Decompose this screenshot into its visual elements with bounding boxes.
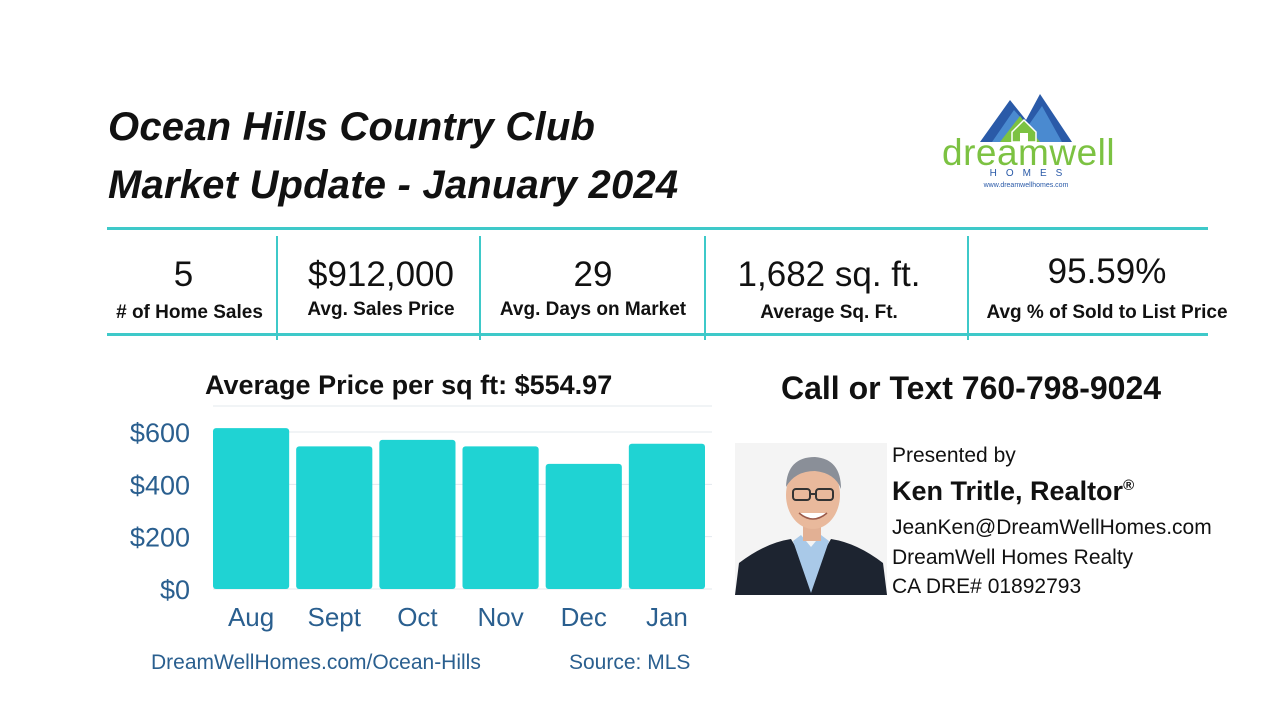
source-note: Source: MLS (569, 651, 691, 674)
website-link[interactable]: DreamWellHomes.com/Ocean-Hills (151, 651, 481, 674)
bar-dec (545, 463, 622, 589)
title-line-1: Ocean Hills Country Club (108, 105, 596, 149)
bar-sept (296, 446, 373, 589)
stat-divider (479, 236, 481, 340)
stat-divider (967, 236, 969, 340)
x-tick-label: Oct (397, 602, 438, 632)
agent-license: CA DRE# 01892793 (892, 575, 1082, 598)
agent-name-text: Ken Tritle, Realtor (892, 476, 1124, 506)
x-tick-label: Dec (561, 602, 607, 632)
chart-title: Average Price per sq ft: $554.97 (205, 370, 613, 400)
presented-by: Presented by (892, 444, 1016, 467)
x-tick-label: Aug (228, 602, 274, 632)
stat-label: # of Home Sales (116, 302, 263, 323)
bar-nov (462, 446, 539, 589)
stat-label: Avg. Days on Market (499, 299, 687, 320)
bar-jan (628, 443, 705, 589)
stat-average-sqft: 1,682 sq. ft. Average Sq. Ft. (707, 230, 951, 333)
x-tick-label: Jan (646, 602, 688, 632)
logo-brand: dreamwell (942, 132, 1116, 173)
logo-url: www.dreamwellhomes.com (983, 182, 1069, 189)
stat-value: 95.59% (1047, 252, 1167, 291)
call-to-action: Call or Text 760-798-9024 (781, 370, 1162, 406)
x-tick-label: Nov (477, 602, 523, 632)
y-tick-label: $400 (130, 470, 190, 500)
stat-days-on-market: 29 Avg. Days on Market (483, 230, 703, 333)
y-tick-label: $600 (130, 418, 190, 448)
logo-subtitle: HOMES (989, 168, 1072, 179)
page-title: Ocean Hills Country Club Market Update -… (108, 98, 678, 214)
dreamwell-logo: dreamwell HOMES www.dreamwellhomes.com (942, 92, 1116, 196)
agent-name: Ken Tritle, Realtor® (892, 476, 1134, 507)
stat-label: Avg % of Sold to List Price (986, 302, 1228, 323)
mountain-house-icon (980, 94, 1072, 142)
stat-value: $912,000 (308, 255, 454, 294)
stat-divider (704, 236, 706, 340)
stat-value: 1,682 sq. ft. (737, 255, 921, 294)
agent-email[interactable]: JeanKen@DreamWellHomes.com (892, 516, 1212, 539)
stat-label: Avg. Sales Price (307, 299, 455, 320)
stat-label: Average Sq. Ft. (760, 302, 898, 323)
stat-sold-to-list: 95.59% Avg % of Sold to List Price (973, 230, 1241, 333)
y-tick-label: $0 (160, 575, 190, 605)
bar-aug (213, 428, 290, 589)
x-tick-label: Sept (308, 602, 362, 632)
title-line-2: Market Update - January 2024 (108, 163, 679, 207)
y-tick-label: $200 (130, 523, 190, 553)
stat-value: 29 (573, 255, 613, 294)
stats-bar: 5 # of Home Sales $912,000 Avg. Sales Pr… (107, 227, 1228, 340)
registered-mark: ® (1123, 477, 1135, 494)
stat-home-sales: 5 # of Home Sales (107, 230, 272, 333)
stat-divider (276, 236, 278, 340)
agent-company: DreamWell Homes Realty (892, 546, 1134, 569)
price-per-sqft-chart: $600 $400 $200 $0 Aug Sept Oct Nov Dec Jan (130, 405, 712, 632)
agent-photo (735, 443, 887, 595)
stat-sales-price: $912,000 Avg. Sales Price (283, 230, 479, 333)
bar-oct (379, 439, 456, 589)
stat-value: 5 (173, 255, 194, 294)
